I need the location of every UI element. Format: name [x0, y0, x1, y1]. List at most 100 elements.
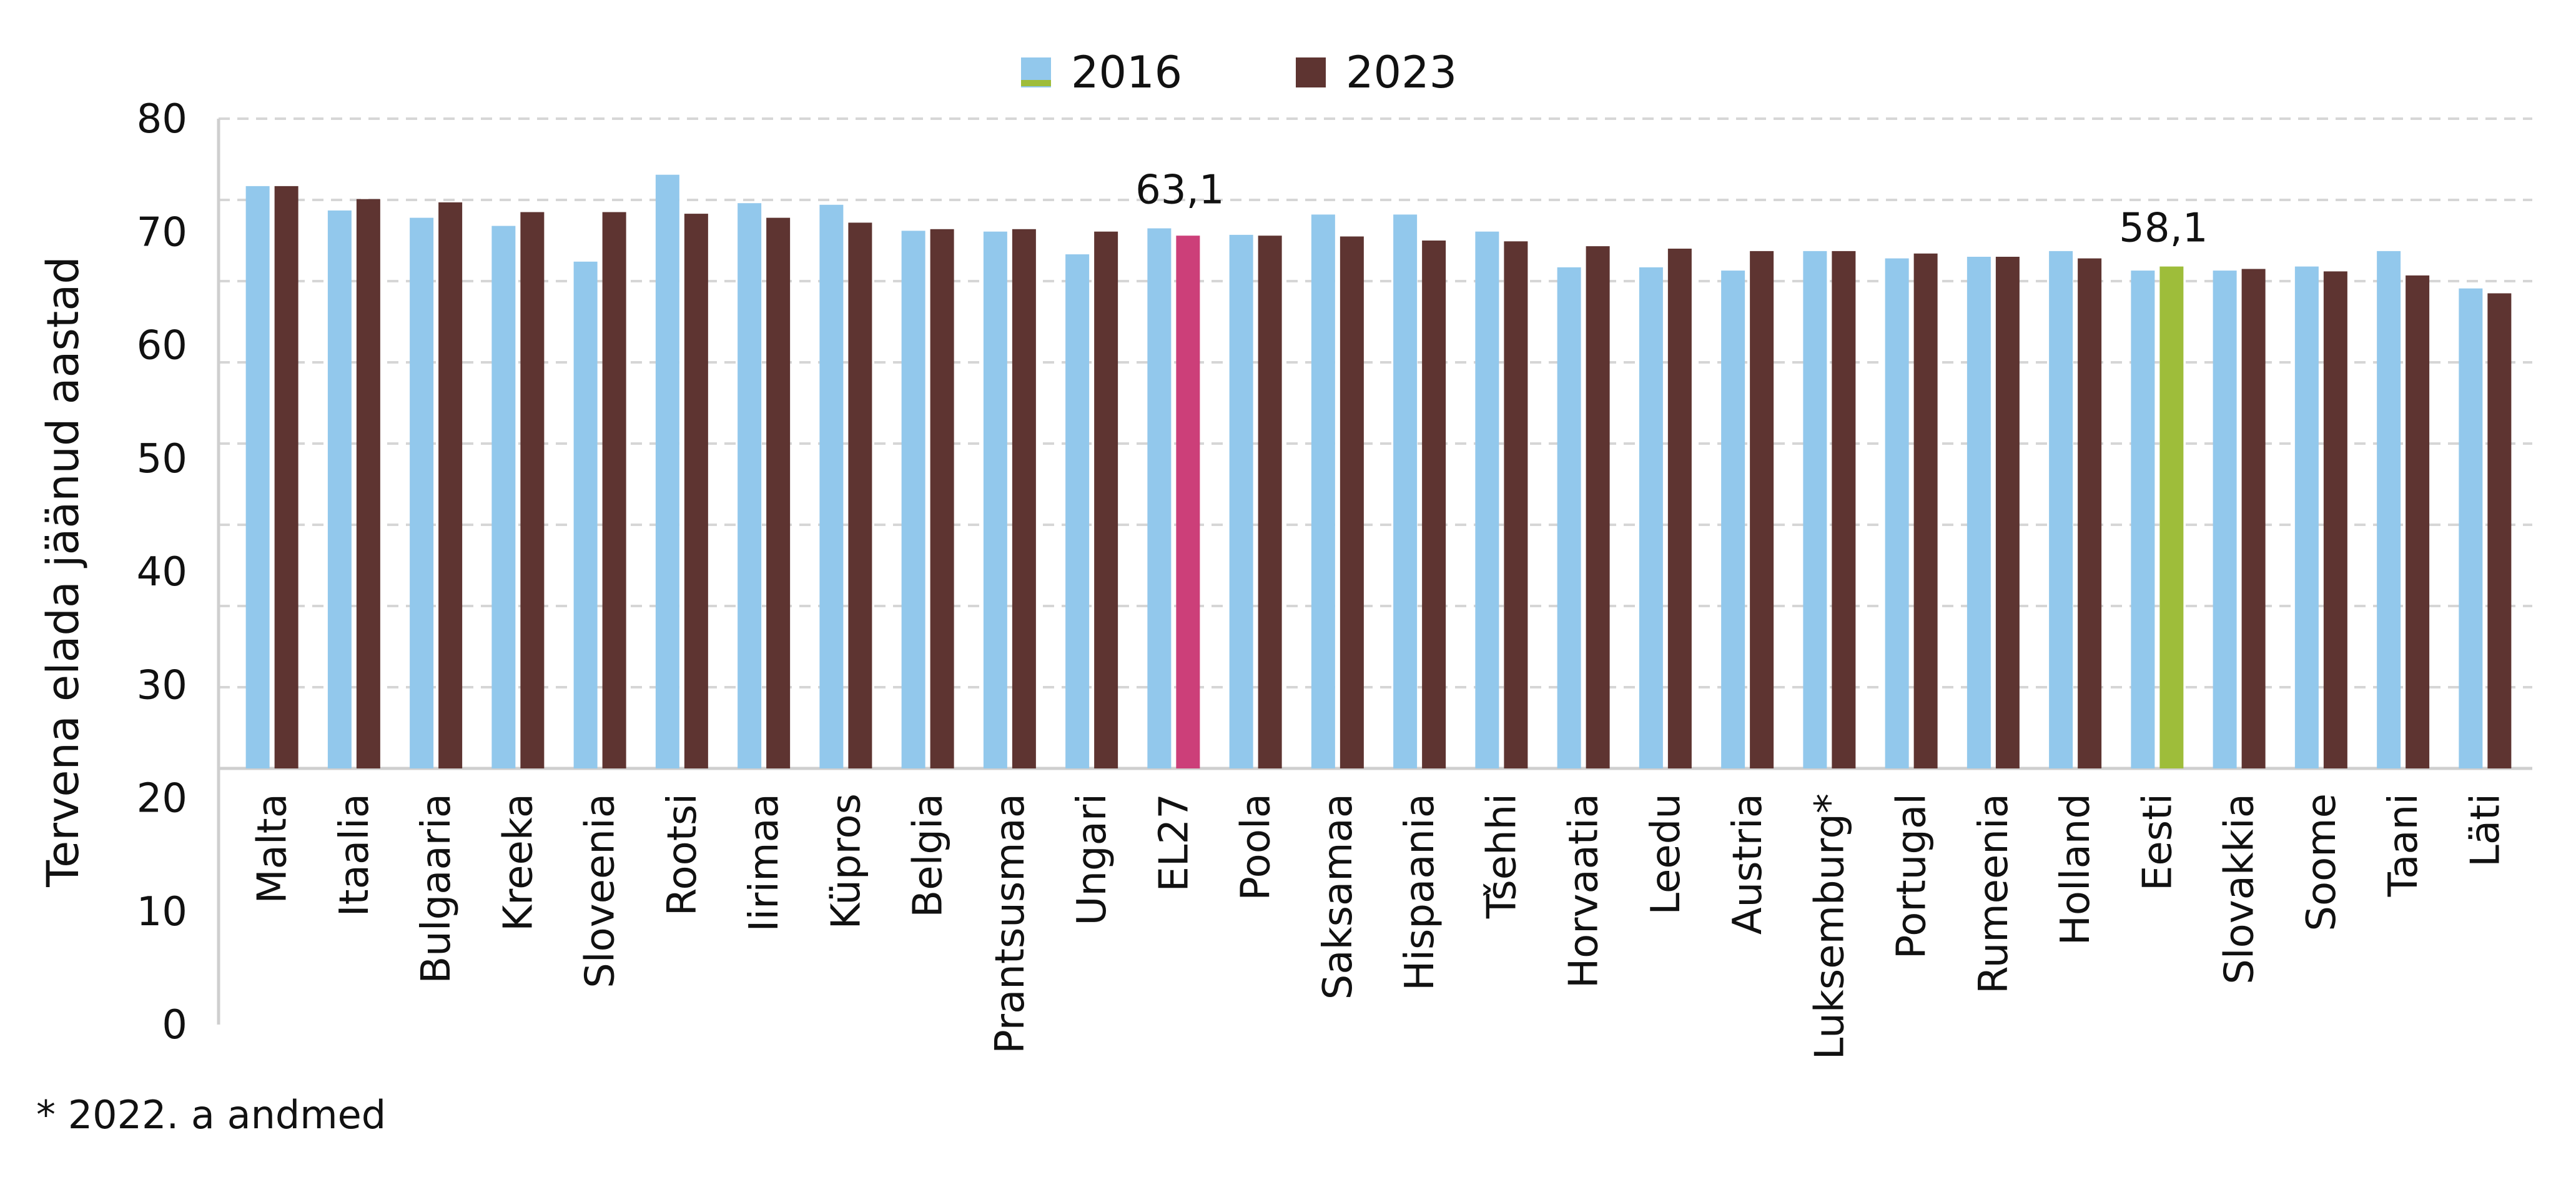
bar-2016 — [1803, 251, 1827, 768]
category-label: Prantsusmaa — [987, 793, 1034, 1054]
y-tick-label: 20 — [137, 776, 187, 822]
bar-2023 — [356, 199, 380, 768]
bar-2016 — [819, 204, 844, 768]
legend-label: 2023 — [1346, 47, 1457, 98]
bar-2016 — [1393, 214, 1418, 768]
bar-2023 — [274, 186, 299, 768]
bar-2016 — [1557, 267, 1581, 768]
data-labels: 63,1 58,1 — [1135, 167, 2208, 252]
category-label: Läti — [2462, 793, 2509, 867]
category-label: Rumeenia — [1971, 793, 2017, 994]
bar-2016 — [1721, 271, 1745, 769]
bar-2023 — [930, 229, 954, 768]
gridlines — [219, 117, 2532, 688]
data-label: 63,1 — [1135, 167, 1225, 214]
category-label: Leedu — [1643, 793, 1689, 915]
bar-2023 — [2241, 269, 2266, 768]
bar-2016 — [1065, 254, 1090, 769]
bar-2023 — [766, 217, 791, 769]
bar-2023 — [848, 222, 872, 768]
bar-2023 — [1176, 236, 1200, 768]
category-label: Horvaatia — [1561, 793, 1607, 988]
category-label: Bulgaaria — [413, 793, 460, 984]
category-label: Belgia — [906, 793, 952, 918]
category-label: Portugal — [1889, 793, 1935, 959]
bar-2016 — [1639, 267, 1663, 768]
bar-2023 — [1586, 246, 1610, 769]
category-label: EL27 — [1151, 793, 1197, 892]
bar-2023 — [1667, 249, 1692, 768]
bar-2023 — [2487, 293, 2512, 768]
category-label: Saksamaa — [1315, 793, 1361, 1000]
bar-2023 — [520, 212, 545, 768]
category-label: Eesti — [2134, 793, 2181, 891]
bar-2023 — [2323, 271, 2347, 768]
y-axis-label: Tervena elada jäänud aastad — [37, 256, 89, 887]
bar-2016 — [2377, 251, 2401, 768]
bar-2023 — [1832, 251, 1856, 768]
bar-2023 — [438, 202, 463, 768]
category-label: Itaalia — [332, 793, 378, 916]
bar-2016 — [901, 231, 925, 768]
bars — [245, 174, 2512, 769]
bar-2016 — [410, 217, 434, 769]
legend-swatch-accent — [1021, 80, 1051, 86]
category-label: Poola — [1233, 793, 1280, 901]
bar-2023 — [1913, 253, 1938, 768]
category-label: Hispaania — [1397, 793, 1443, 991]
bar-2016 — [2213, 271, 2237, 769]
category-label: Tšehhi — [1479, 793, 1525, 919]
bar-2016 — [573, 261, 598, 768]
y-tick-label: 30 — [137, 662, 187, 708]
bar-2016 — [1475, 231, 1499, 768]
category-labels: Malta Itaalia Bulgaaria Kreeka Sloveenia Root… — [250, 793, 2509, 1060]
category-label: Taani — [2381, 793, 2427, 897]
axes — [217, 119, 2532, 1025]
bar-2023 — [2159, 266, 2184, 769]
bar-2016 — [2131, 271, 2155, 769]
y-tick-label: 10 — [137, 889, 187, 935]
category-label: Kreeka — [495, 793, 541, 931]
category-label: Slovakkia — [2217, 793, 2263, 985]
category-label: Iirimaa — [741, 793, 787, 932]
category-label: Luksemburg* — [1807, 793, 1853, 1060]
bar-2016 — [1229, 234, 1253, 768]
bar-2016 — [245, 186, 270, 768]
bar-2016 — [1885, 258, 1909, 769]
bar-2016 — [1311, 214, 1335, 768]
legend-swatch — [1296, 57, 1326, 87]
bar-2023 — [2406, 275, 2430, 768]
bar-2016 — [738, 203, 762, 768]
bar-2016 — [655, 174, 679, 768]
y-tick-label: 80 — [137, 96, 187, 142]
category-label: Soome — [2299, 793, 2345, 931]
bar-2023 — [2078, 258, 2102, 769]
bar-2016 — [2049, 251, 2073, 768]
bar-2016 — [983, 231, 1007, 768]
bar-2016 — [327, 210, 352, 768]
y-tick-label: 50 — [137, 436, 187, 482]
legend-label: 2016 — [1071, 47, 1182, 98]
bar-2023 — [1995, 257, 2020, 768]
bar-2023 — [1340, 236, 1364, 768]
bar-2016 — [1147, 228, 1172, 768]
footnote: * 2022. a andmed — [36, 1092, 387, 1138]
bar-2016 — [2459, 288, 2483, 768]
legend: 2016 2023 — [1021, 47, 1457, 98]
category-label: Holland — [2053, 793, 2099, 945]
y-tick-label: 60 — [137, 323, 187, 369]
category-label: Rootsi — [659, 793, 706, 916]
bar-2023 — [1258, 236, 1282, 768]
data-label: 58,1 — [2119, 206, 2208, 252]
bar-2023 — [1750, 251, 1774, 768]
y-tick-label: 0 — [162, 1002, 187, 1048]
category-label: Austria — [1725, 793, 1771, 935]
category-label: Malta — [250, 793, 296, 904]
bar-2023 — [684, 214, 708, 769]
category-label: Ungari — [1069, 793, 1115, 925]
y-tick-labels: 0 10 20 30 40 50 60 70 80 — [137, 96, 187, 1048]
bar-2016 — [491, 226, 516, 769]
y-tick-label: 40 — [137, 549, 187, 595]
bar-2023 — [1094, 231, 1118, 768]
